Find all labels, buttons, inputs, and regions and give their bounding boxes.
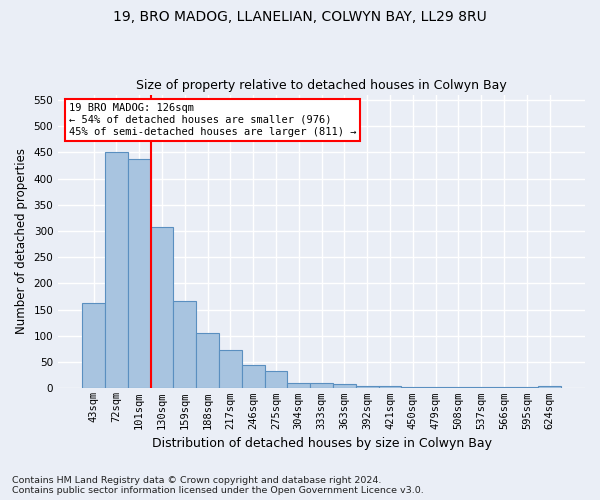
Bar (128, 159, 151, 388)
Bar (151, 228, 173, 388)
Bar (265, 371, 287, 388)
Bar (356, 386, 379, 388)
Y-axis label: Number of detached properties: Number of detached properties (15, 148, 28, 334)
Bar (105, 152, 128, 388)
Bar (82, 303, 105, 388)
Bar (287, 383, 310, 388)
Text: Contains HM Land Registry data © Crown copyright and database right 2024.
Contai: Contains HM Land Registry data © Crown c… (12, 476, 424, 495)
Bar (310, 383, 333, 388)
Text: 19 BRO MADOG: 126sqm
← 54% of detached houses are smaller (976)
45% of semi-deta: 19 BRO MADOG: 126sqm ← 54% of detached h… (69, 104, 356, 136)
Bar (173, 301, 196, 388)
Text: 19, BRO MADOG, LLANELIAN, COLWYN BAY, LL29 8RU: 19, BRO MADOG, LLANELIAN, COLWYN BAY, LL… (113, 10, 487, 24)
Bar (333, 384, 356, 388)
Bar (424, 387, 447, 388)
Bar (538, 386, 561, 388)
Bar (242, 365, 265, 388)
Title: Size of property relative to detached houses in Colwyn Bay: Size of property relative to detached ho… (136, 79, 507, 92)
X-axis label: Distribution of detached houses by size in Colwyn Bay: Distribution of detached houses by size … (152, 437, 491, 450)
Bar (219, 350, 242, 389)
Bar (447, 387, 470, 388)
Bar (196, 333, 219, 388)
Bar (470, 387, 493, 388)
Bar (401, 387, 424, 388)
Bar (379, 386, 401, 388)
